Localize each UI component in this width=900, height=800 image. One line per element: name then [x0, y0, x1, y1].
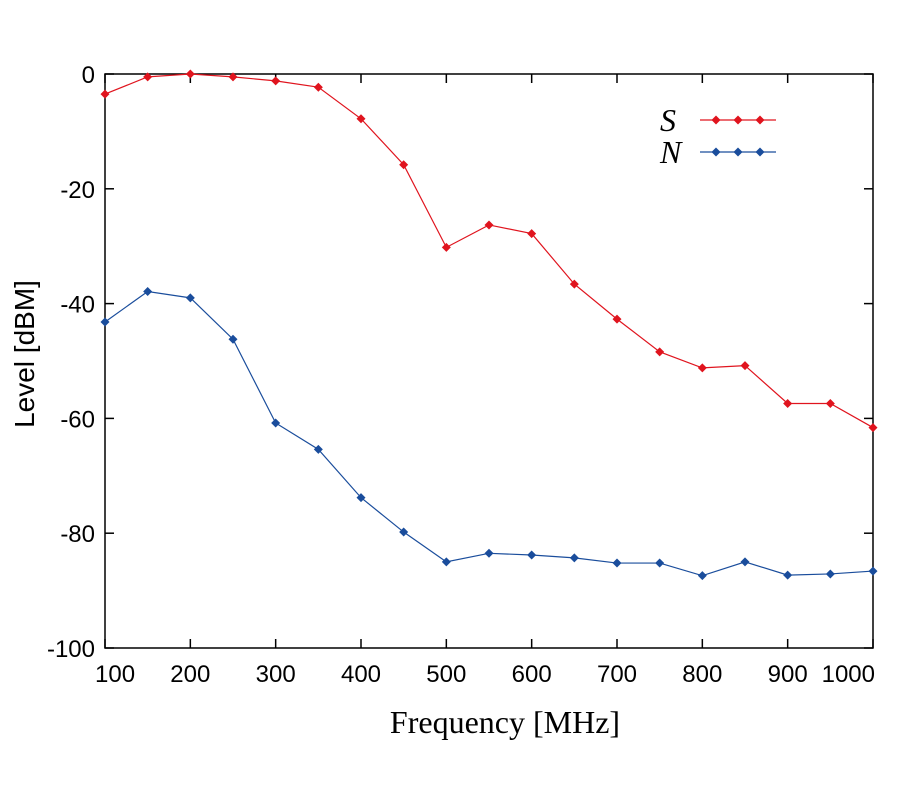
data-point-N: [143, 287, 153, 297]
x-tick-label: 1000: [822, 661, 875, 688]
data-point-N: [783, 570, 793, 580]
x-tick-label: 400: [341, 661, 381, 688]
y-axis-label: Level [dBM]: [9, 280, 40, 428]
data-point-S: [313, 82, 323, 92]
data-point-N: [868, 566, 878, 576]
data-point-S: [441, 242, 451, 252]
y-tick-label: -20: [60, 177, 95, 204]
x-tick-label: 500: [426, 661, 466, 688]
y-tick-label: -100: [47, 636, 95, 663]
legend-marker-N: [733, 147, 743, 157]
series-line-S: [104, 73, 874, 429]
data-point-S: [356, 114, 366, 124]
data-point-N: [185, 293, 195, 303]
data-point-S: [612, 314, 622, 324]
data-point-S: [697, 363, 707, 373]
data-point-S: [100, 89, 110, 99]
data-point-N: [399, 527, 409, 537]
x-axis-label: Frequency [MHz]: [390, 704, 620, 740]
data-point-N: [313, 444, 323, 454]
series-layer: [100, 69, 878, 581]
x-tick-label: 100: [95, 661, 135, 688]
data-point-N: [100, 317, 110, 327]
y-tick-label: -40: [60, 292, 95, 319]
plot-frame: [104, 73, 874, 649]
x-tick-label: 800: [682, 661, 722, 688]
legend: SN: [659, 102, 776, 170]
legend-marker-S: [755, 115, 765, 125]
series-line-N: [104, 290, 874, 577]
data-point-S: [783, 398, 793, 408]
x-tick-label: 600: [512, 661, 552, 688]
data-point-S: [569, 279, 579, 289]
x-tick-label: 700: [597, 661, 637, 688]
legend-marker-S: [733, 115, 743, 125]
y-tick-label: -60: [60, 406, 95, 433]
data-point-N: [271, 418, 281, 428]
data-point-N: [527, 550, 537, 560]
data-point-N: [228, 334, 238, 344]
data-point-S: [655, 347, 665, 357]
data-point-N: [655, 558, 665, 568]
y-tick-label: -80: [60, 521, 95, 548]
x-tick-label: 300: [256, 661, 296, 688]
data-point-N: [740, 557, 750, 567]
data-point-N: [484, 548, 494, 558]
data-point-N: [356, 493, 366, 503]
data-point-N: [825, 569, 835, 579]
y-tick-label: 0: [82, 62, 95, 89]
data-point-S: [271, 76, 281, 86]
legend-marker-N: [711, 147, 721, 157]
data-point-S: [228, 72, 238, 82]
data-point-N: [697, 571, 707, 581]
data-point-S: [527, 229, 537, 239]
legend-label-S: S: [660, 102, 676, 138]
data-point-N: [569, 553, 579, 563]
x-tick-label: 900: [768, 661, 808, 688]
data-point-S: [740, 361, 750, 371]
data-point-S: [185, 69, 195, 79]
data-point-S: [484, 220, 494, 230]
data-point-S: [143, 72, 153, 82]
legend-label-N: N: [659, 134, 683, 170]
data-point-N: [612, 558, 622, 568]
data-point-N: [441, 557, 451, 567]
x-tick-label: 200: [170, 661, 210, 688]
data-point-S: [399, 160, 409, 170]
data-point-S: [868, 423, 878, 433]
legend-marker-N: [755, 147, 765, 157]
data-point-S: [825, 398, 835, 408]
legend-marker-S: [711, 115, 721, 125]
